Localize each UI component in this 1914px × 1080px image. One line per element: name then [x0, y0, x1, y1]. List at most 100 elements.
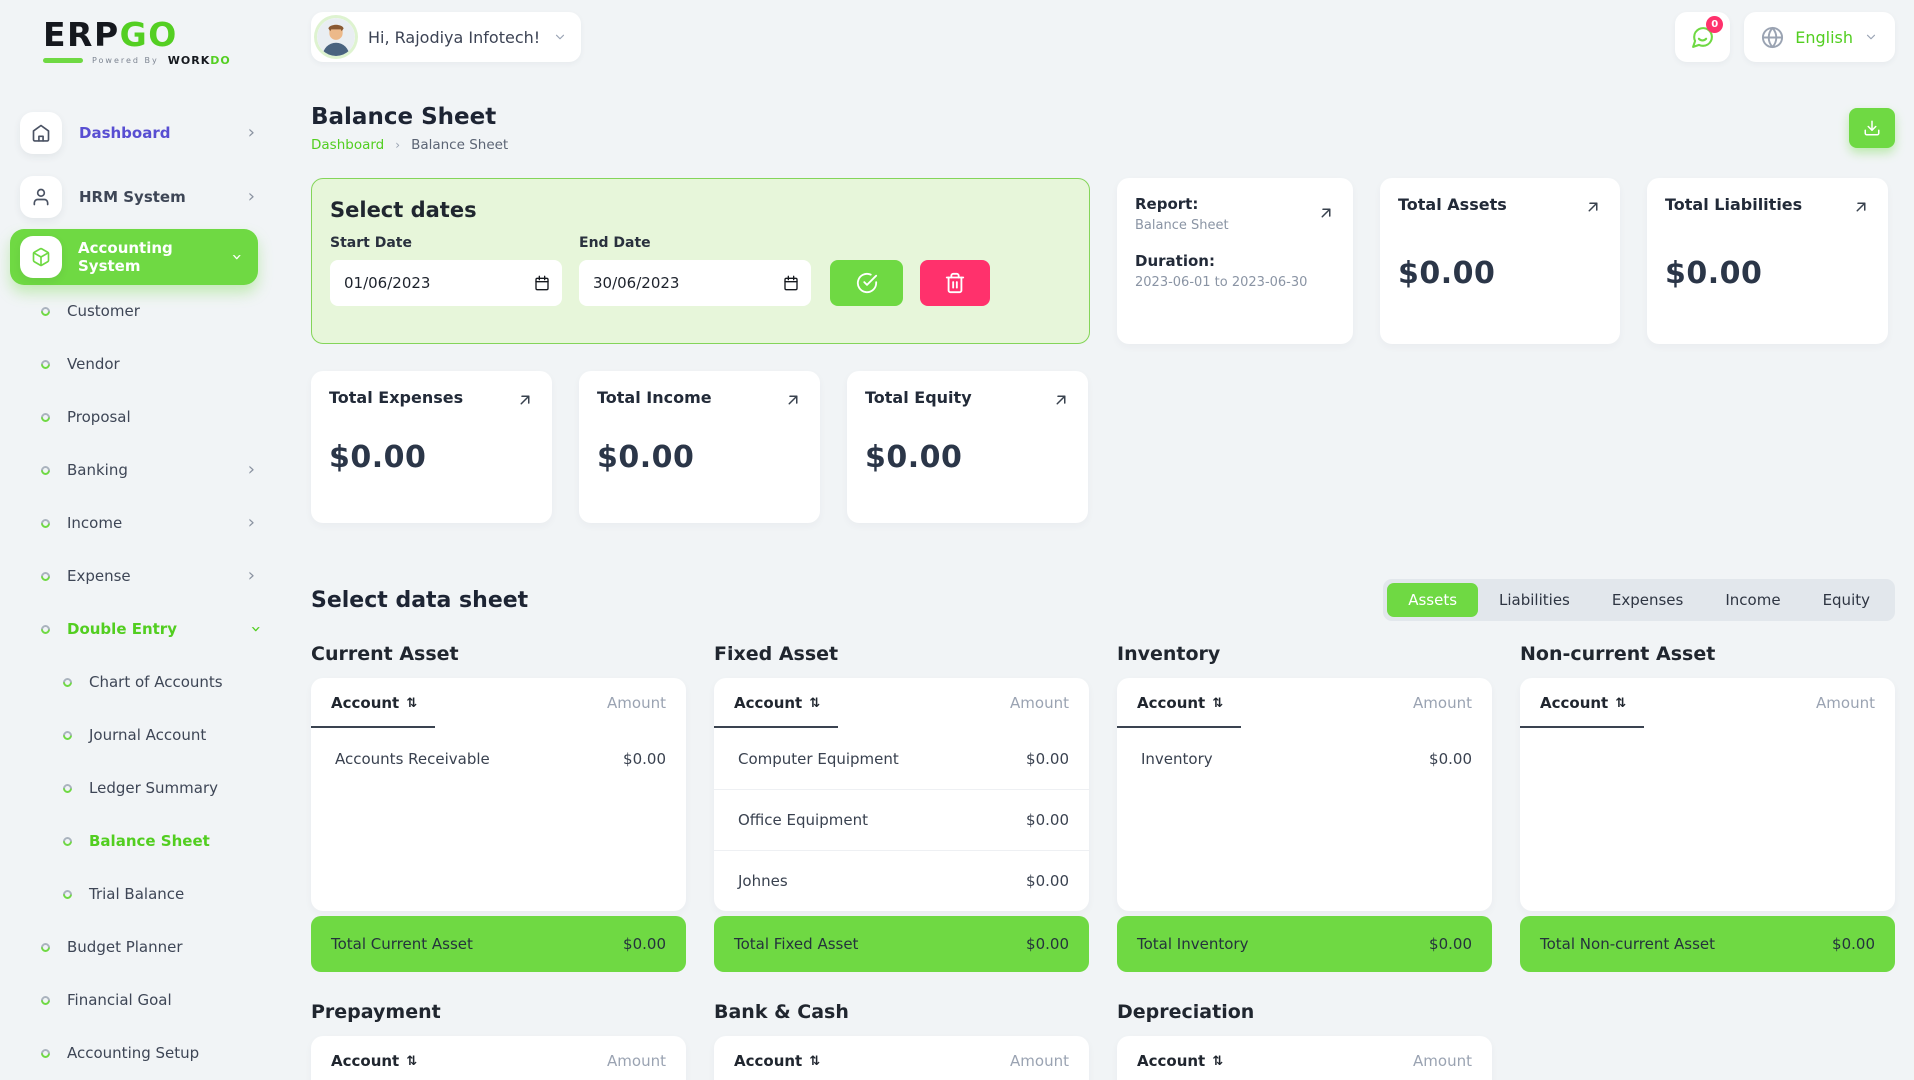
column-header-account[interactable]: Account ⇅ [1137, 694, 1223, 712]
column-header-account[interactable]: Account ⇅ [734, 1052, 820, 1070]
table-title: Bank & Cash [714, 1001, 849, 1023]
sidebar-item-double-entry[interactable]: Double Entry › [0, 603, 283, 656]
download-report-button[interactable] [1849, 108, 1895, 148]
clear-filter-button[interactable] [920, 260, 990, 306]
report-value: Balance Sheet [1135, 218, 1229, 233]
sidebar-item-label: Income [67, 514, 123, 533]
table-body: Computer Equipment $0.00 Office Equipment $… [714, 728, 1089, 911]
language-selector[interactable]: English [1744, 12, 1895, 62]
stat-value: $0.00 [597, 440, 695, 475]
duration-block: Duration: 2023-06-01 to 2023-06-30 [1135, 252, 1335, 290]
chevron-down-icon: › [245, 625, 267, 634]
bullet-icon [61, 676, 74, 689]
amount-cell: $0.00 [1026, 811, 1069, 829]
total-amount: $0.00 [623, 935, 666, 953]
sidebar-item-ledger-summary[interactable]: Ledger Summary [0, 762, 283, 815]
sidebar-item-vendor[interactable]: Vendor [0, 338, 283, 391]
table-header: Account ⇅ Amount [311, 1036, 686, 1080]
arrow-up-right-icon[interactable] [1052, 391, 1070, 409]
column-header-account[interactable]: Account ⇅ [331, 1052, 417, 1070]
sidebar-item-financial-goal[interactable]: Financial Goal [0, 974, 283, 1027]
sort-icon: ⇅ [406, 1053, 418, 1069]
tab-assets[interactable]: Assets [1387, 583, 1479, 617]
column-header-amount: Amount [1010, 1052, 1069, 1070]
column-header-account[interactable]: Account ⇅ [1540, 694, 1626, 712]
sidebar-item-chart-of-accounts[interactable]: Chart of Accounts [0, 656, 283, 709]
start-date-input[interactable] [330, 260, 562, 306]
sidebar-item-hrm-system[interactable]: HRM System › [0, 165, 283, 229]
tables-grid-extra: Prepayment Account ⇅ Amount Bank & Cash Accou… [311, 1001, 1895, 1080]
user-menu-button[interactable]: Hi, Rajodiya Infotech! [311, 12, 582, 62]
tab-equity[interactable]: Equity [1802, 583, 1891, 617]
chevron-down-icon [1866, 34, 1876, 40]
sidebar-item-label: Accounting Setup [67, 1044, 200, 1063]
download-icon [1864, 120, 1880, 136]
table-row: Johnes $0.00 [714, 850, 1089, 911]
arrow-up-right-icon[interactable] [1317, 204, 1335, 222]
arrow-up-right-icon[interactable] [516, 391, 534, 409]
sidebar-item-proposal[interactable]: Proposal [0, 391, 283, 444]
sidebar-item-label: Ledger Summary [89, 779, 219, 798]
table-header: Account ⇅ Amount [311, 678, 686, 728]
stat-label: Total Income [597, 388, 712, 407]
report-block: Report: Balance Sheet [1135, 195, 1335, 233]
arrow-up-right-icon[interactable] [1584, 198, 1602, 216]
datasheet-title: Select data sheet [311, 587, 529, 613]
notifications-button[interactable]: 0 [1675, 12, 1731, 62]
total-amount: $0.00 [1429, 935, 1472, 953]
sidebar-item-expense[interactable]: Expense › [0, 550, 283, 603]
sidebar-item-income[interactable]: Income › [0, 497, 283, 550]
account-header-label: Account [734, 694, 803, 712]
table-total-bar: Total Fixed Asset $0.00 [714, 916, 1089, 972]
breadcrumb-dashboard-link[interactable]: Dashboard [311, 137, 385, 153]
table-section-non-current-asset: Non-current Asset Account ⇅ Amount Total Non… [1520, 643, 1895, 972]
start-date-wrap [330, 260, 562, 306]
user-icon [20, 175, 62, 218]
column-header-account[interactable]: Account ⇅ [734, 694, 820, 712]
sidebar-item-journal-account[interactable]: Journal Account [0, 709, 283, 762]
sidebar-item-label: Accounting System [78, 238, 173, 275]
box-icon [20, 235, 62, 278]
arrow-up-right-icon[interactable] [1852, 198, 1870, 216]
topbar-actions: 0 English [1675, 12, 1895, 62]
table-total-bar: Total Current Asset $0.00 [311, 916, 686, 972]
end-date-field: End Date [579, 235, 811, 306]
table-card: Account ⇅ Amount Accounts Receivable $0.00 [311, 678, 686, 911]
tab-liabilities[interactable]: Liabilities [1478, 583, 1591, 617]
account-header-label: Account [1137, 1052, 1206, 1070]
erpgo-logo[interactable]: ERPGO Powered By WORKDO [43, 16, 283, 67]
sidebar-item-label: Proposal [67, 408, 131, 427]
table-body: Inventory $0.00 [1117, 728, 1492, 911]
tab-income[interactable]: Income [1704, 583, 1801, 617]
table-title: Prepayment [311, 1001, 441, 1023]
tables-grid-main: Current Asset Account ⇅ Amount Accounts Rece… [311, 643, 1895, 972]
sidebar-item-label: Trial Balance [89, 885, 185, 904]
arrow-up-right-icon[interactable] [784, 391, 802, 409]
bullet-icon [39, 623, 52, 636]
powered-by-text: Powered By [92, 55, 159, 65]
bullet-icon [61, 782, 74, 795]
tab-expenses[interactable]: Expenses [1591, 583, 1704, 617]
bullet-icon [39, 994, 52, 1007]
end-date-input[interactable] [579, 260, 811, 306]
apply-filter-button[interactable] [830, 260, 903, 306]
column-header-account[interactable]: Account ⇅ [1137, 1052, 1223, 1070]
globe-icon [1762, 26, 1784, 48]
sidebar-item-banking[interactable]: Banking › [0, 444, 283, 497]
sidebar-item-customer[interactable]: Customer [0, 285, 283, 338]
sidebar-item-accounting-system[interactable]: Accounting System › [10, 228, 258, 285]
datasheet-tabs: Assets Liabilities Expenses Income Equity [1383, 579, 1895, 621]
sidebar-item-trial-balance[interactable]: Trial Balance [0, 868, 283, 921]
sidebar-item-balance-sheet[interactable]: Balance Sheet [0, 815, 283, 868]
stat-value: $0.00 [1665, 256, 1763, 291]
stat-card-total-liabilities: Total Liabilities $0.00 [1647, 178, 1888, 344]
sidebar-item-dashboard[interactable]: Dashboard › [0, 101, 283, 165]
column-header-account[interactable]: Account ⇅ [331, 694, 417, 712]
sidebar-item-label: Expense [67, 567, 131, 586]
logo-tagline: Powered By WORKDO [43, 54, 283, 67]
chevron-right-icon: › [247, 459, 255, 481]
bullet-icon [39, 411, 52, 424]
sidebar-item-budget-planner[interactable]: Budget Planner [0, 921, 283, 974]
table-section-depreciation: Depreciation Account ⇅ Amount [1117, 1001, 1492, 1080]
sidebar-item-accounting-setup[interactable]: Accounting Setup [0, 1027, 283, 1080]
